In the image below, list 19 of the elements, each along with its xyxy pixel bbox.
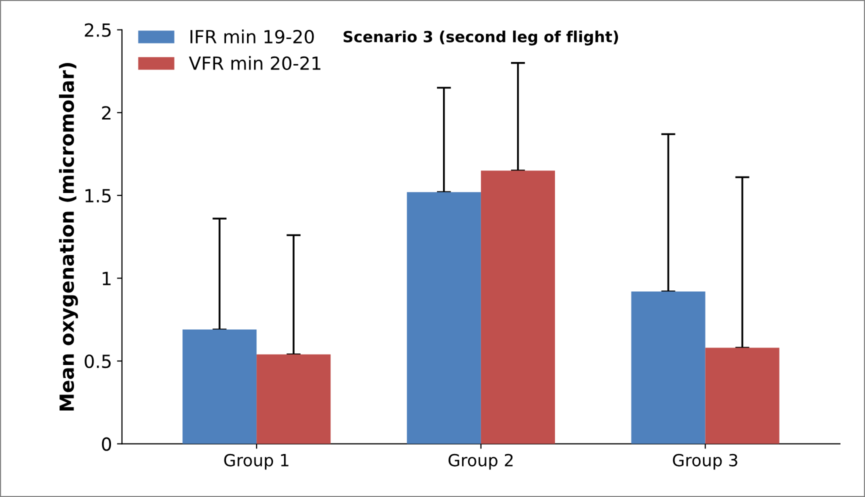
y-tick-label: 2 bbox=[102, 106, 110, 120]
x-tick-label: Group 2 bbox=[448, 454, 513, 470]
legend-label: IFR min 19-20 bbox=[190, 30, 314, 44]
y-axis-title: Mean oxygenation (micromolar) bbox=[59, 62, 78, 411]
bar bbox=[631, 291, 706, 444]
y-tick-label: 0 bbox=[102, 437, 112, 451]
y-tick-label: 0.5 bbox=[84, 354, 111, 368]
chart-title: Scenario 3 (second leg of flight) bbox=[344, 30, 618, 46]
bar bbox=[256, 354, 331, 444]
x-tick-label: Group 3 bbox=[672, 454, 738, 470]
bar bbox=[480, 170, 555, 444]
y-tick-label: 1.5 bbox=[86, 189, 111, 203]
bar bbox=[705, 348, 780, 444]
bar bbox=[406, 192, 481, 444]
y-tick-label: 2.5 bbox=[84, 23, 111, 37]
bar bbox=[182, 330, 257, 444]
y-tick-label: 1 bbox=[102, 272, 111, 286]
legend-label: VFR min 20-21 bbox=[188, 56, 320, 70]
x-tick-label: Group 1 bbox=[224, 454, 288, 470]
